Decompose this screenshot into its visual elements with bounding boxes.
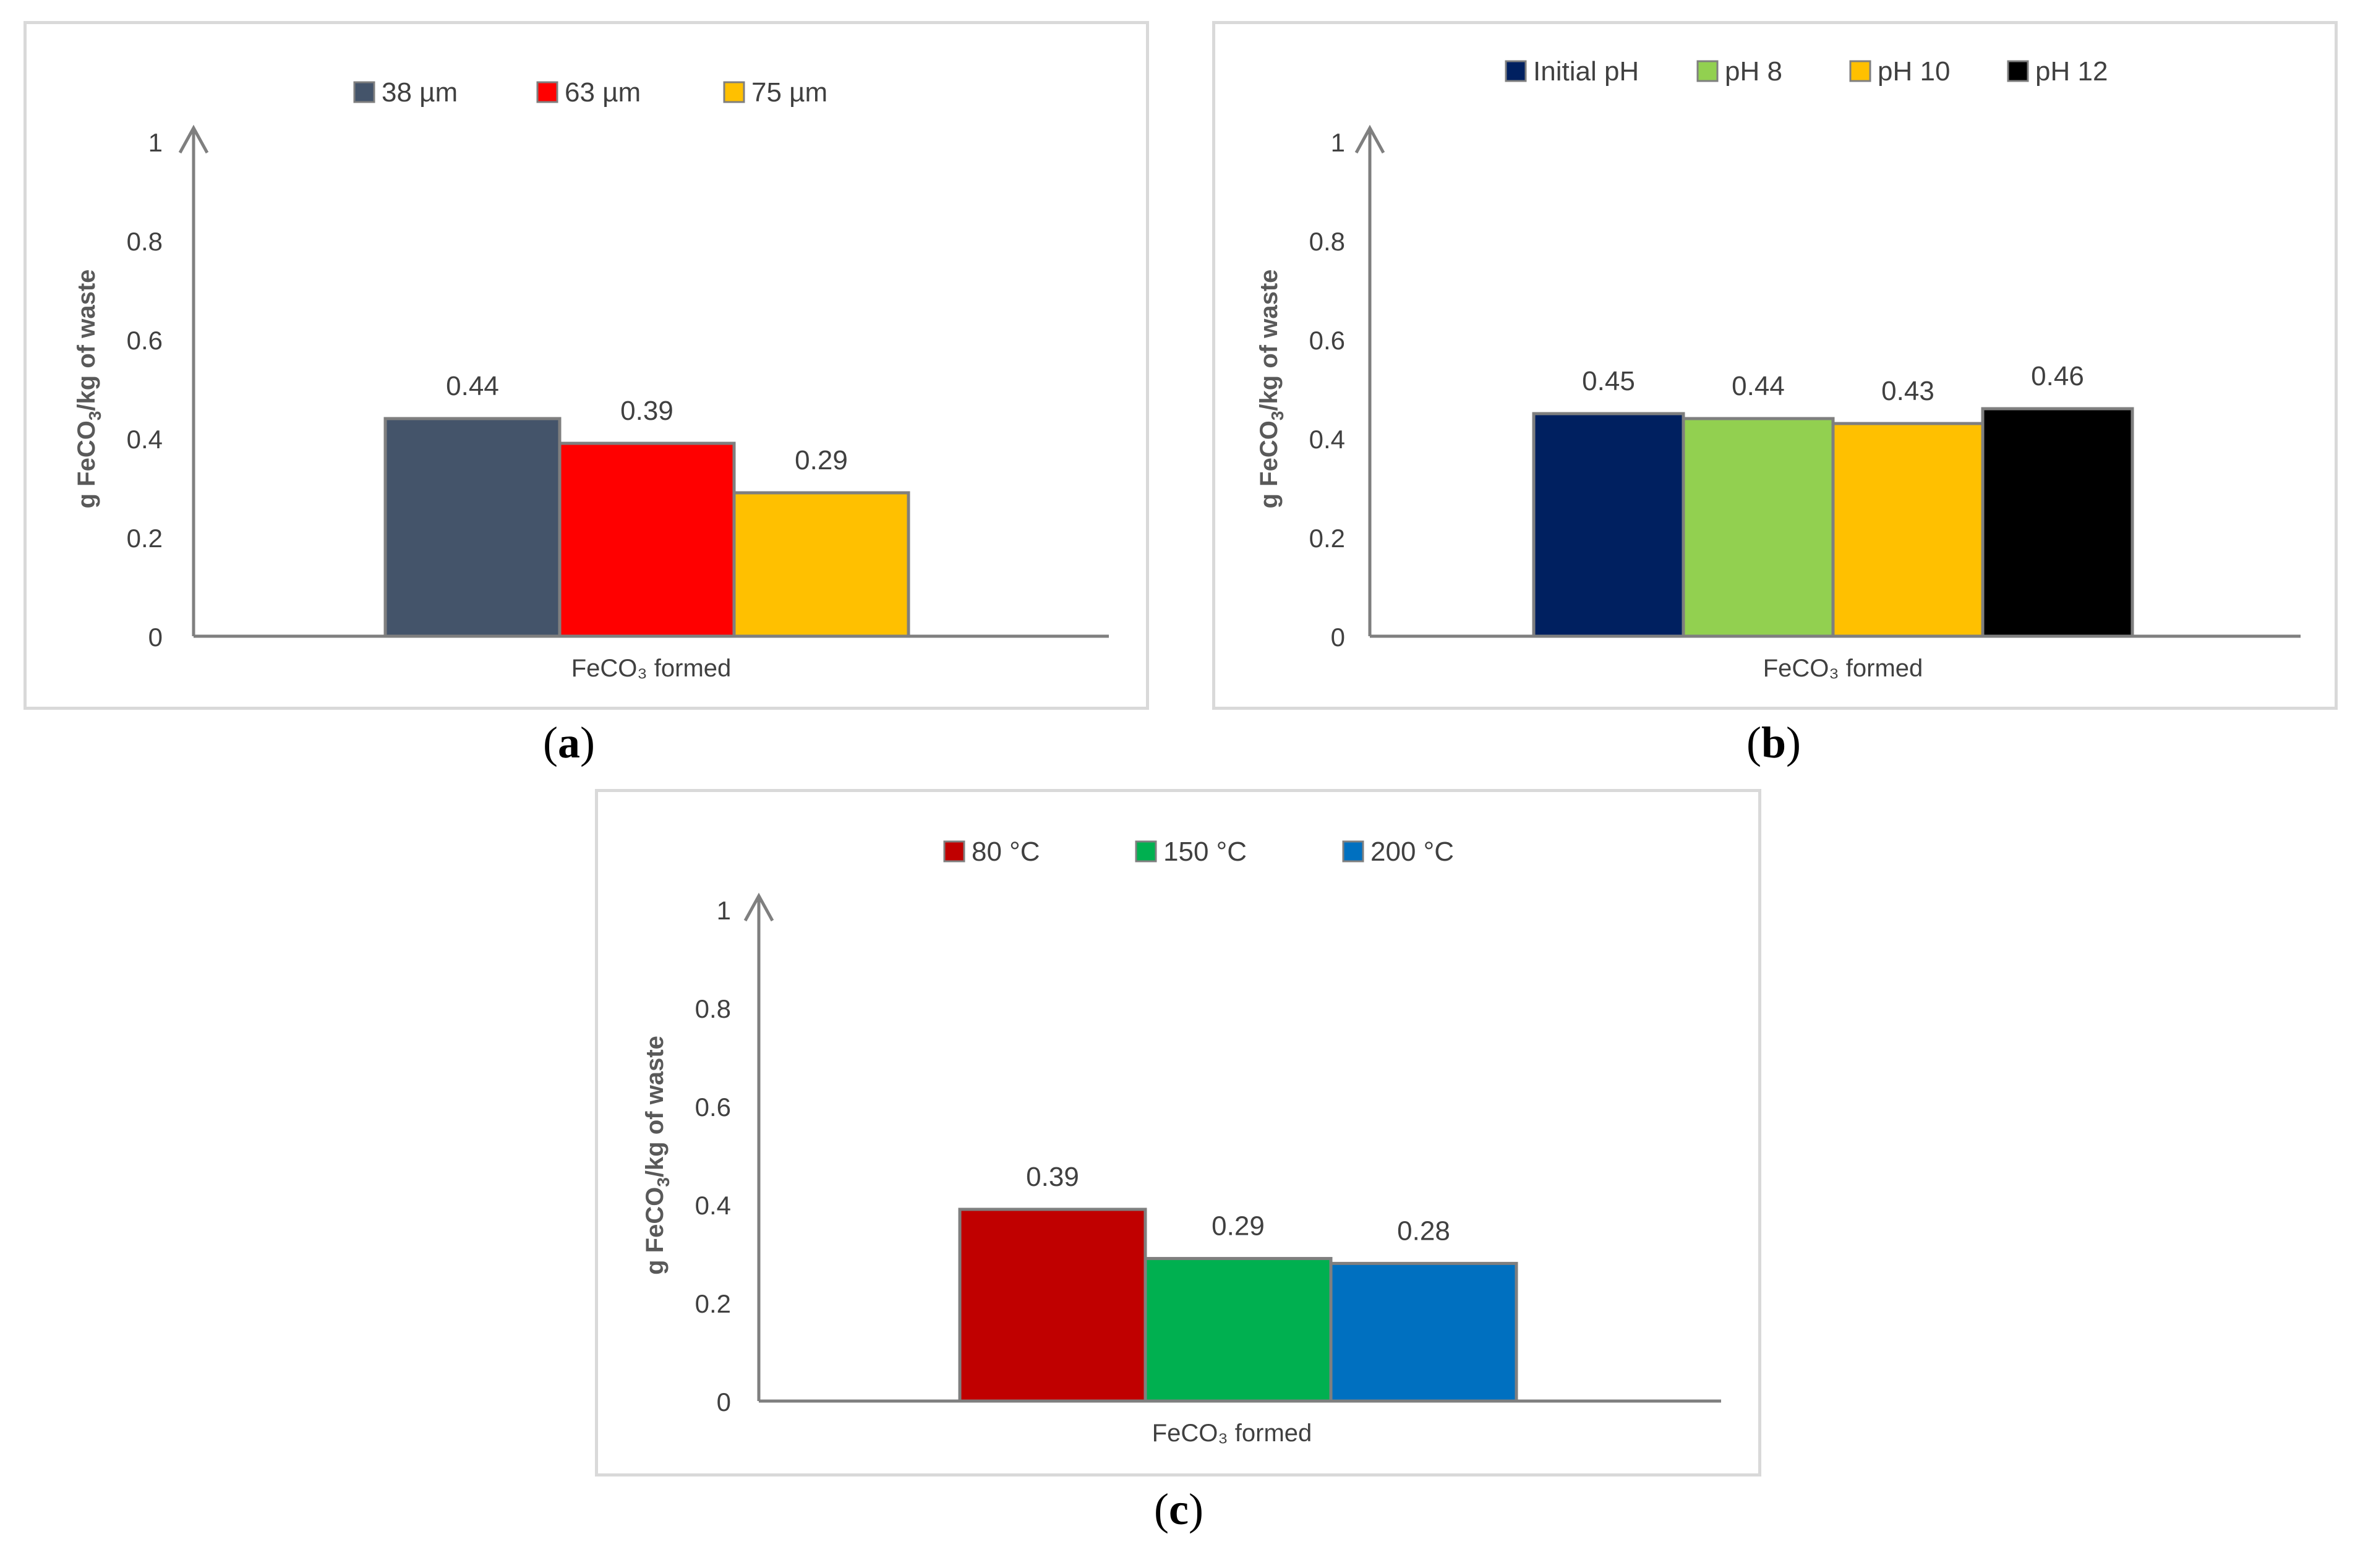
legend-swatch — [1505, 60, 1527, 82]
y-tick-label: 1 — [1331, 128, 1345, 157]
chart-b-svg: 0 0.2 0.4 0.6 0.8 1 g FeCO3/kg of waste 0.45 0.4… — [1255, 56, 2301, 682]
legend-label: pH 10 — [1878, 56, 1950, 87]
chart-a-svg: 0 0.2 0.4 0.6 0.8 1 g FeCO3/kg of waste 0.44 0.3… — [73, 77, 1109, 682]
legend-swatch — [1135, 840, 1157, 863]
legend-swatch — [2007, 60, 2029, 82]
chart-c-svg: 0 0.2 0.4 0.6 0.8 1 g FeCO3/kg of waste 0.39 0.2… — [641, 837, 1721, 1447]
legend-label: 80 °C — [972, 837, 1040, 867]
bar-c-2 — [1329, 1261, 1518, 1403]
legend-label: Initial pH — [1533, 56, 1639, 87]
y-tick-label: 0 — [1331, 623, 1345, 652]
chart-panel-a: 0 0.2 0.4 0.6 0.8 1 g FeCO3/kg of waste 0.44 0.3… — [24, 21, 1149, 710]
caption-c: (c) — [1154, 1485, 1203, 1534]
x-category-label: FeCO₃ formed — [571, 655, 732, 682]
data-label: 0.46 — [2031, 361, 2084, 391]
legend-swatch — [353, 81, 375, 103]
y-tick-label: 0.2 — [127, 524, 163, 553]
bar-a-1 — [558, 441, 736, 638]
data-label: 0.39 — [620, 396, 673, 426]
y-axis-arrow-icon — [743, 892, 774, 922]
y-tick-label: 0.6 — [127, 326, 163, 355]
y-tick-label: 0.6 — [695, 1093, 731, 1122]
bar-a-2 — [732, 491, 910, 638]
legend-label: pH 8 — [1725, 56, 1782, 87]
data-label: 0.44 — [446, 371, 499, 401]
y-axis-title: g FeCO3/kg of waste — [641, 1036, 673, 1275]
y-tick-label: 1 — [148, 128, 163, 157]
y-tick-label: 0.8 — [695, 994, 731, 1023]
data-label: 0.29 — [795, 445, 848, 475]
y-tick-label: 0 — [148, 623, 163, 652]
y-tick-label: 0.6 — [1309, 326, 1345, 355]
y-tick-label: 1 — [717, 896, 731, 925]
y-tick-label: 0 — [717, 1387, 731, 1417]
y-axis-title: g FeCO3/kg of waste — [73, 270, 105, 509]
bar-a-0 — [383, 417, 562, 638]
legend-label: 75 µm — [751, 77, 827, 108]
chart-panel-b: 0 0.2 0.4 0.6 0.8 1 g FeCO3/kg of waste 0.45 0.4… — [1212, 21, 2338, 710]
bar-b-2 — [1831, 422, 1985, 638]
bar-b-1 — [1682, 417, 1835, 638]
legend-swatch — [943, 840, 965, 863]
legend-swatch — [1342, 840, 1364, 863]
legend-swatch — [723, 81, 745, 103]
x-category-label: FeCO₃ formed — [1763, 655, 1923, 682]
y-axis-title: g FeCO3/kg of waste — [1255, 270, 1287, 509]
y-tick-label: 0.4 — [127, 425, 163, 454]
x-category-label: FeCO₃ formed — [1152, 1420, 1312, 1447]
data-label: 0.44 — [1732, 371, 1785, 401]
y-tick-label: 0.8 — [1309, 227, 1345, 256]
data-label: 0.43 — [1881, 376, 1934, 406]
caption-b: (b) — [1746, 718, 1801, 767]
data-label: 0.39 — [1026, 1162, 1079, 1192]
data-label: 0.28 — [1397, 1216, 1450, 1246]
legend-swatch — [1696, 60, 1719, 82]
legend-label: 150 °C — [1163, 837, 1247, 867]
data-label: 0.45 — [1582, 366, 1635, 396]
y-tick-label: 0.2 — [695, 1289, 731, 1318]
bar-c-0 — [958, 1208, 1147, 1403]
legend-label: 38 µm — [382, 77, 458, 108]
y-axis-arrow-icon — [178, 124, 209, 154]
data-label: 0.29 — [1212, 1211, 1265, 1241]
y-tick-label: 0.4 — [1309, 425, 1345, 454]
legend-swatch — [1849, 60, 1871, 82]
y-tick-label: 0.2 — [1309, 524, 1345, 553]
y-axis-arrow-icon — [1354, 124, 1385, 154]
legend-label: 63 µm — [565, 77, 641, 108]
bar-c-1 — [1143, 1256, 1333, 1403]
bar-b-3 — [1981, 407, 2134, 638]
legend-label: 200 °C — [1370, 837, 1454, 867]
y-tick-label: 0.4 — [695, 1191, 731, 1220]
legend-label: pH 12 — [2035, 56, 2108, 87]
chart-panel-c: 0 0.2 0.4 0.6 0.8 1 g FeCO3/kg of waste 0.39 0.2… — [595, 789, 1761, 1476]
caption-a: (a) — [543, 718, 595, 767]
y-tick-label: 0.8 — [127, 227, 163, 256]
legend-swatch — [536, 81, 558, 103]
bar-b-0 — [1532, 412, 1685, 638]
